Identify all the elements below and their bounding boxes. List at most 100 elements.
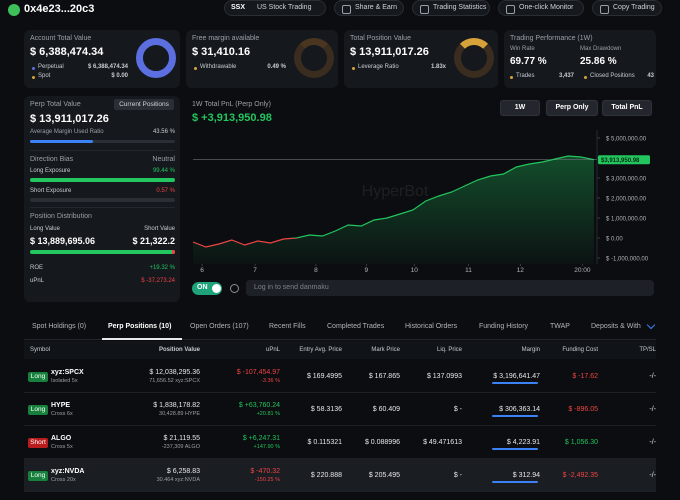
cell: $ - bbox=[453, 406, 462, 413]
toggle-knob bbox=[212, 284, 221, 293]
roe-value: +19.32 % bbox=[149, 265, 175, 271]
cell: $ 0.088996 bbox=[364, 439, 400, 446]
margin-bar-bg bbox=[30, 140, 175, 143]
cell: 30.464 xyz:NVDA bbox=[156, 477, 200, 483]
tab[interactable]: Spot Holdings (0) bbox=[32, 323, 87, 330]
x-tick-label: 7 bbox=[253, 267, 257, 274]
bias-label: Direction Bias bbox=[30, 156, 74, 163]
short-amount: $ 21,322.2 bbox=[132, 236, 175, 246]
perp-label: Perp Total Value bbox=[30, 101, 81, 108]
short-label: Short Exposure bbox=[30, 188, 72, 194]
current-positions-button[interactable]: Current Positions bbox=[114, 99, 174, 110]
chart-control[interactable]: Total PnL bbox=[602, 100, 652, 116]
column-header: Symbol bbox=[30, 347, 51, 353]
cell: +20.81 % bbox=[256, 411, 280, 417]
cell: $ -470.32 bbox=[250, 468, 280, 475]
table-row[interactable] bbox=[24, 459, 656, 492]
chart-control[interactable]: 1W bbox=[500, 100, 540, 116]
column-header: Mark Price bbox=[371, 347, 400, 353]
cell: $ 58.3136 bbox=[310, 406, 342, 413]
nav-label: One-click Monitor bbox=[519, 4, 574, 11]
nav-icon bbox=[342, 5, 351, 14]
current-tag bbox=[598, 155, 650, 165]
long-value: 99.44 % bbox=[152, 168, 175, 174]
nav-button[interactable]: Trading Statistics bbox=[412, 0, 490, 16]
tab[interactable]: Funding History bbox=[479, 323, 529, 330]
tab-bar bbox=[24, 312, 656, 340]
cell: $ -896.05 bbox=[568, 406, 598, 413]
cell: $ 21,119.55 bbox=[163, 435, 200, 442]
tab[interactable]: Deposits & With bbox=[591, 323, 641, 330]
long-amount: $ 13,889,695.06 bbox=[30, 236, 96, 246]
y-tick-label: $ 5,000,000.00 bbox=[606, 137, 647, 143]
tab[interactable]: Historical Orders bbox=[405, 323, 458, 330]
row-name: Perpetual bbox=[38, 64, 64, 70]
card-label: Trading Performance (1W) bbox=[510, 35, 593, 42]
column-header: uPnL bbox=[265, 347, 280, 353]
nav-button[interactable]: Share & Earn bbox=[334, 0, 404, 16]
cell: $ 49.471613 bbox=[423, 439, 462, 446]
x-tick-label: 10 bbox=[411, 267, 419, 274]
tab[interactable]: Perp Positions (10) bbox=[108, 323, 172, 330]
nav-button[interactable]: One-click Monitor bbox=[498, 0, 584, 16]
row-name: Withdrawable bbox=[200, 64, 237, 70]
side-badge: Long bbox=[28, 372, 48, 382]
cell: $ +63,760.24 bbox=[238, 402, 280, 409]
side-badge: Long bbox=[28, 405, 48, 415]
margin-mode: Cross 20x bbox=[51, 477, 76, 483]
table-row[interactable] bbox=[24, 360, 656, 393]
card-label: Account Total Value bbox=[30, 35, 92, 42]
margin-mode: Cross 5x bbox=[51, 444, 73, 450]
column-header: Entry Avg. Price bbox=[299, 347, 342, 353]
perp-value: $ 13,911,017.26 bbox=[30, 113, 109, 125]
margin-mode: Cross 6x bbox=[51, 411, 73, 417]
table-row[interactable] bbox=[24, 426, 656, 459]
cell: $ -2,492.35 bbox=[562, 472, 598, 479]
x-tick-label: 12 bbox=[517, 267, 525, 274]
margin-bar bbox=[492, 415, 538, 417]
card-value: $ 13,911,017.26 bbox=[350, 46, 429, 58]
tab[interactable]: Open Orders (107) bbox=[190, 323, 249, 330]
tab[interactable]: Recent Fills bbox=[269, 323, 306, 330]
row-value: 43 bbox=[647, 73, 654, 79]
margin-mode: Isolated 5x bbox=[51, 378, 78, 384]
nav-button[interactable]: Copy Trading bbox=[592, 0, 662, 16]
tab[interactable]: Completed Trades bbox=[327, 323, 385, 330]
tab[interactable]: TWAP bbox=[550, 323, 570, 330]
cell: $ 3,196,641.47 bbox=[493, 373, 540, 380]
x-tick-label: 20:00 bbox=[574, 267, 591, 274]
dist-label: Position Distribution bbox=[30, 213, 92, 220]
row-name: Trades bbox=[516, 73, 535, 79]
chart-value: $ +3,913,950.98 bbox=[192, 112, 272, 124]
margin-bar bbox=[492, 481, 538, 483]
card-value: $ 31,410.16 bbox=[192, 46, 251, 58]
cell: $ 4,223.91 bbox=[506, 439, 540, 446]
y-tick-label: $ -1,000,000.00 bbox=[606, 257, 649, 263]
cell: $ 220.888 bbox=[310, 472, 342, 479]
column-header: Funding Cost bbox=[562, 347, 598, 353]
row-name: Spot bbox=[38, 73, 51, 79]
donut bbox=[136, 38, 176, 78]
logo bbox=[8, 4, 20, 16]
chart-control[interactable]: Perp Only bbox=[546, 100, 598, 116]
cell: $ 6,258.83 bbox=[166, 468, 200, 475]
cell: +147.90 % bbox=[253, 444, 280, 450]
nav-button[interactable]: SSX US Stock Trading bbox=[224, 0, 326, 16]
cell: $ +6,247.31 bbox=[242, 435, 280, 442]
pnl-area bbox=[193, 156, 594, 264]
cell: $ 169.4995 bbox=[306, 373, 342, 380]
danmaku-icon bbox=[230, 284, 239, 293]
short-bar bbox=[30, 198, 175, 202]
column-header: Margin bbox=[521, 347, 540, 353]
divider bbox=[30, 150, 175, 151]
table-header-bg bbox=[24, 341, 656, 359]
symbol: xyz:SPCX bbox=[51, 369, 84, 376]
danmaku-input[interactable]: Log in to send danmaku bbox=[246, 280, 654, 296]
row-name: Closed Positions bbox=[590, 73, 635, 79]
table-row[interactable] bbox=[24, 393, 656, 426]
dist-bar-short bbox=[172, 250, 175, 254]
y-tick-label: $ 2,000,000.00 bbox=[606, 197, 647, 203]
margin-value: 43.56 % bbox=[152, 129, 175, 135]
long-value-label: Long Value bbox=[30, 226, 60, 232]
x-tick-label: 6 bbox=[200, 267, 204, 274]
